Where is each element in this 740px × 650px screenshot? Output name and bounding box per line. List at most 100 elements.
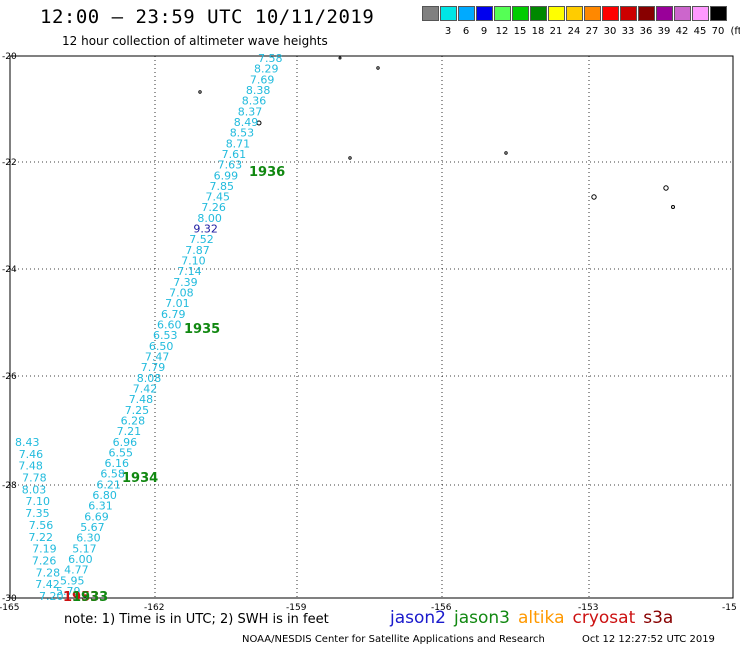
legend-label: 15 <box>513 26 527 37</box>
legend-swatch <box>584 6 601 21</box>
lon-tick-label: -165 <box>0 603 19 613</box>
legend-label: 18 <box>531 26 545 37</box>
swh-value: 7.26 <box>32 555 57 568</box>
swh-value: 7.85 <box>210 180 235 193</box>
swh-value: 7.01 <box>165 297 190 310</box>
legend-swatch <box>710 6 727 21</box>
satellite-label: altika <box>518 608 565 628</box>
legend-label: 24 <box>567 26 581 37</box>
legend-label: 36 <box>639 26 653 37</box>
swh-value: 7.28 <box>36 566 61 579</box>
swh-value: 7.48 <box>129 393 154 406</box>
swh-value: 7.69 <box>250 73 275 86</box>
legend-swatch <box>674 6 691 21</box>
lat-tick-label: -24 <box>2 265 17 275</box>
footer-note: note: 1) Time is in UTC; 2) SWH is in fe… <box>64 612 329 627</box>
swh-value: 7.21 <box>117 425 142 438</box>
satellite-label: cryosat <box>572 608 636 628</box>
legend-unit: (ft) <box>730 26 740 37</box>
swh-value: 6.80 <box>92 489 117 502</box>
swh-value: 6.30 <box>76 532 101 545</box>
pass-time-label: 1953 <box>63 590 99 605</box>
swh-value: 8.08 <box>137 372 162 385</box>
pass-time-label: 1935 <box>184 322 220 337</box>
swh-value: 6.58 <box>100 468 125 481</box>
island-marker <box>376 66 380 70</box>
legend-label: 42 <box>675 26 689 37</box>
swh-value: 7.52 <box>189 233 214 246</box>
legend-swatch <box>458 6 475 21</box>
swh-value: 7.42 <box>35 578 60 591</box>
swh-value: 7.08 <box>169 287 194 300</box>
legend-label: 6 <box>462 26 470 37</box>
swh-value: 8.53 <box>230 127 255 140</box>
swh-value: 4.77 <box>64 564 89 577</box>
lon-tick-label: -159 <box>286 603 307 613</box>
swh-value: 6.60 <box>157 319 182 332</box>
legend-label: 70 <box>711 26 725 37</box>
swh-value: 7.26 <box>201 201 226 214</box>
swh-value: 7.20 <box>39 590 64 603</box>
legend-label: 3 <box>444 26 452 37</box>
swh-value: 6.79 <box>161 308 186 321</box>
legend-swatch <box>566 6 583 21</box>
legend-swatch <box>638 6 655 21</box>
swh-value: 8.38 <box>246 84 271 97</box>
generated-timestamp: Oct 12 12:27:52 UTC 2019 <box>582 634 715 645</box>
swh-value: 7.14 <box>177 265 202 278</box>
legend-swatch <box>494 6 511 21</box>
pass-time-label: 1933 <box>72 590 108 605</box>
swh-value: 7.58 <box>258 52 283 65</box>
lon-tick-label: -153 <box>578 603 598 613</box>
swh-value: 8.36 <box>242 95 266 108</box>
swh-value: 7.10 <box>26 495 51 508</box>
lon-tick-label: -162 <box>144 603 164 613</box>
legend-swatch <box>620 6 637 21</box>
swh-value: 8.00 <box>197 212 222 225</box>
legend-swatch <box>692 6 709 21</box>
legend-swatch <box>476 6 493 21</box>
island-marker <box>348 156 352 160</box>
legend-swatch <box>548 6 565 21</box>
island-marker <box>338 56 342 60</box>
lon-tick-label: -156 <box>431 603 452 613</box>
swh-value: 7.63 <box>218 159 243 172</box>
map-subtitle: 12 hour collection of altimeter wave hei… <box>62 34 328 48</box>
legend-label: 27 <box>585 26 599 37</box>
swh-value: 7.47 <box>145 351 170 364</box>
swh-value: 5.79 <box>56 585 81 598</box>
swh-value: 6.16 <box>105 457 130 470</box>
swh-value: 6.31 <box>88 500 113 513</box>
swh-value: 7.10 <box>181 255 206 268</box>
satellite-label: jason2 <box>390 608 446 628</box>
swh-value: 6.50 <box>149 340 174 353</box>
swh-value: 6.21 <box>96 478 121 491</box>
swh-value: 7.87 <box>185 244 210 257</box>
island-marker <box>591 194 597 200</box>
swh-value: 6.53 <box>153 329 178 342</box>
swh-value: 7.45 <box>206 191 231 204</box>
island-marker <box>504 151 508 155</box>
island-marker <box>671 205 675 209</box>
legend-swatch <box>512 6 529 21</box>
swh-value: 7.35 <box>25 507 50 520</box>
legend-label: 33 <box>621 26 635 37</box>
satellite-label: s3a <box>643 608 674 628</box>
legend-label: 12 <box>495 26 509 37</box>
swh-value: 8.37 <box>238 105 262 118</box>
map-frame <box>9 55 734 599</box>
legend-swatch <box>602 6 619 21</box>
swh-value: 7.25 <box>125 404 150 417</box>
swh-value: 7.19 <box>32 543 57 556</box>
legend-label: 45 <box>693 26 707 37</box>
island-marker <box>663 185 669 191</box>
legend-swatch <box>440 6 457 21</box>
island-marker <box>256 120 262 126</box>
swh-value: 6.00 <box>68 553 93 566</box>
swh-value: 7.61 <box>222 148 247 161</box>
swh-value: 9.32 <box>193 223 218 236</box>
swh-value: 7.22 <box>29 531 54 544</box>
legend-swatch <box>656 6 673 21</box>
swh-value: 5.95 <box>60 574 85 587</box>
